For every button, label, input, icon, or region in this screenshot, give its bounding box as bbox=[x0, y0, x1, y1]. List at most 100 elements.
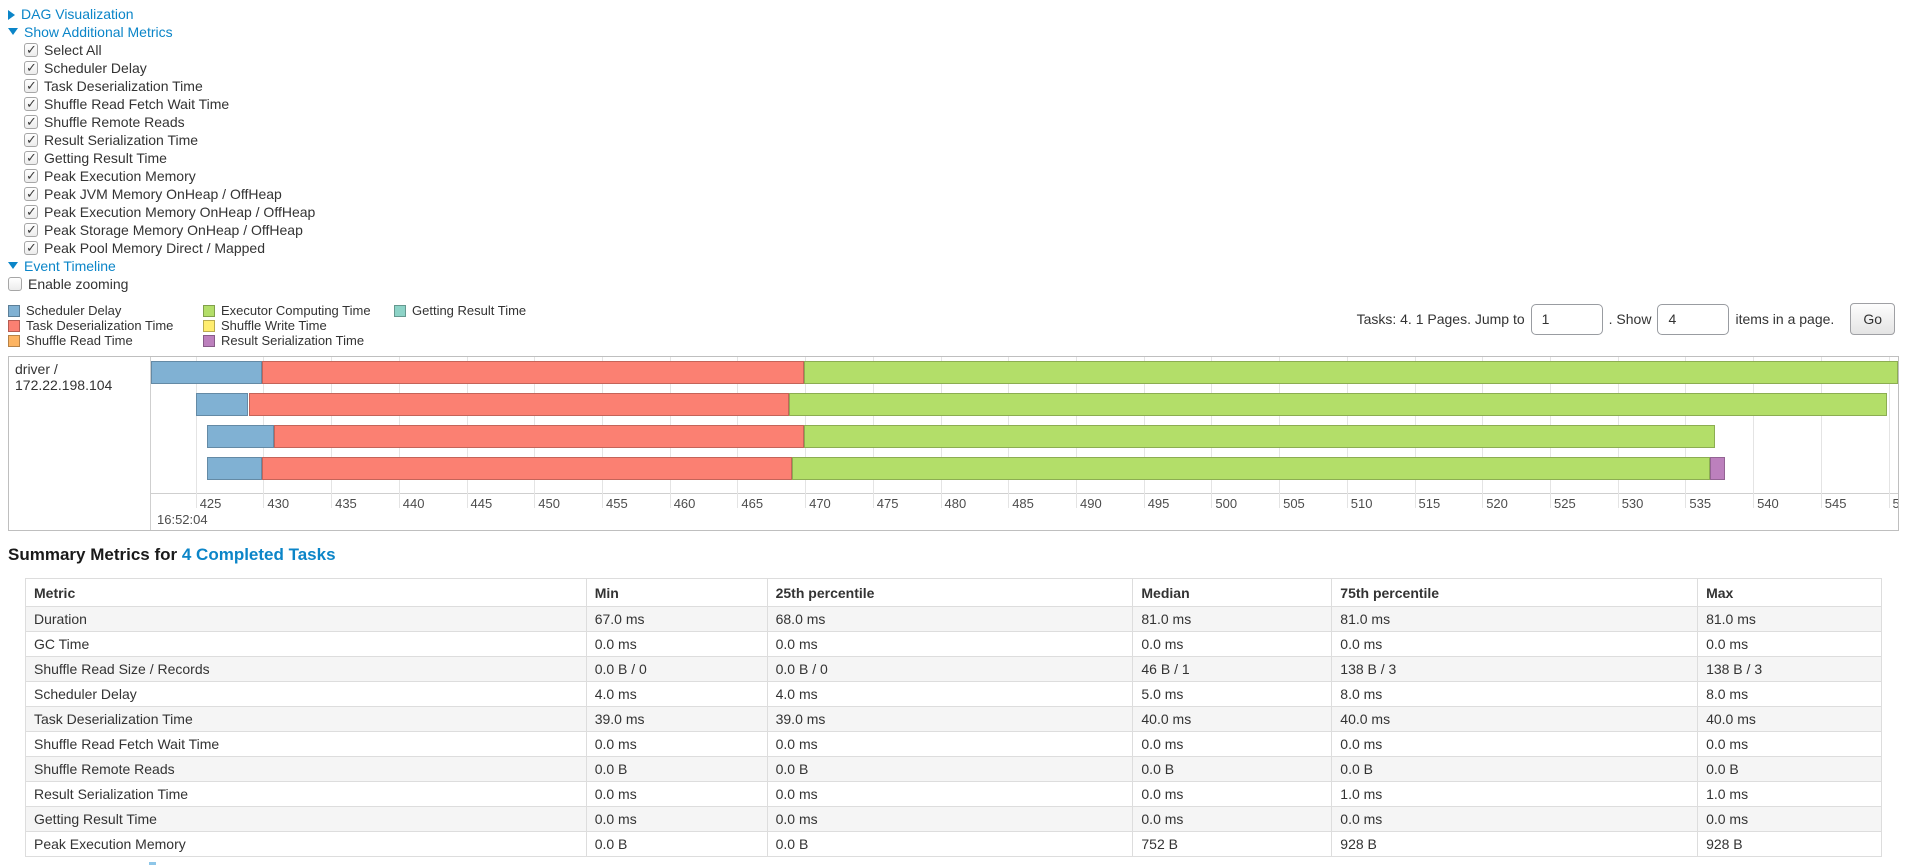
task-bar-segment-task-deserialization-time[interactable] bbox=[262, 361, 804, 384]
task-bar-segment-result-serialization-time[interactable] bbox=[1709, 457, 1725, 480]
metric-checkbox-row-peak-pool-memory-direct-mapped: Peak Pool Memory Direct / Mapped bbox=[24, 239, 1907, 257]
task-bar-segment-executor-computing-time[interactable] bbox=[788, 393, 1888, 416]
checkbox-label: Scheduler Delay bbox=[44, 60, 147, 76]
jump-to-page-input[interactable] bbox=[1530, 303, 1603, 335]
metric-value-cell: 4.0 ms bbox=[585, 681, 768, 707]
metric-name-cell: Shuffle Remote Reads bbox=[25, 756, 587, 782]
axis-tick-label: 450 bbox=[538, 496, 560, 511]
enable-zooming-label: Enable zooming bbox=[28, 276, 129, 292]
metric-value-cell: 39.0 ms bbox=[585, 706, 768, 732]
axis-tick-label: 545 bbox=[1824, 496, 1847, 511]
metric-value-cell: 138 B / 3 bbox=[1331, 656, 1699, 682]
task-bar-segment-executor-computing-time[interactable] bbox=[803, 361, 1898, 384]
event-timeline-link[interactable]: Event Timeline bbox=[24, 258, 116, 274]
metric-name-cell: Scheduler Delay bbox=[25, 681, 587, 707]
axis-tick-label: 435 bbox=[335, 496, 357, 511]
metric-value-cell: 0.0 ms bbox=[1697, 806, 1882, 832]
legend-column: Scheduler Delay Task Deserialization Time… bbox=[8, 303, 203, 348]
checkbox-getting-result-time[interactable] bbox=[24, 149, 38, 167]
metric-value-cell: 0.0 ms bbox=[1331, 731, 1699, 757]
checkbox-shuffle-remote-reads[interactable] bbox=[24, 113, 38, 131]
task-bar-segment-executor-computing-time[interactable] bbox=[803, 425, 1716, 448]
metric-value-cell: 0.0 B / 0 bbox=[766, 656, 1134, 682]
legend-bar: Scheduler Delay Task Deserialization Time… bbox=[0, 303, 1907, 351]
task-bar-segment-scheduler-delay[interactable] bbox=[151, 361, 262, 384]
metric-value-cell: 0.0 B bbox=[585, 756, 768, 782]
checkbox-peak-pool-memory-direct-mapped[interactable] bbox=[24, 239, 38, 257]
completed-tasks-link[interactable]: 4 Completed Tasks bbox=[181, 545, 336, 564]
task-bar-segment-task-deserialization-time[interactable] bbox=[262, 457, 792, 480]
metric-value-cell: 0.0 ms bbox=[766, 731, 1134, 757]
legend-label: Shuffle Write Time bbox=[221, 318, 327, 333]
metric-value-cell: 138 B / 3 bbox=[1697, 656, 1882, 682]
legend-swatch-icon bbox=[394, 305, 406, 317]
metric-value-cell: 0.0 B bbox=[1331, 756, 1699, 782]
summary-title-prefix: Summary Metrics for bbox=[8, 545, 178, 564]
task-bar-segment-scheduler-delay[interactable] bbox=[206, 457, 262, 480]
column-header-min: Min bbox=[585, 578, 768, 607]
metric-checkbox-row-peak-jvm-memory-onheap-offheap: Peak JVM Memory OnHeap / OffHeap bbox=[24, 185, 1907, 203]
checkbox-shuffle-read-fetch-wait-time[interactable] bbox=[24, 95, 38, 113]
metric-checkbox-row-peak-execution-memory-onheap-offheap: Peak Execution Memory OnHeap / OffHeap bbox=[24, 203, 1907, 221]
metric-value-cell: 0.0 B bbox=[766, 831, 1134, 857]
metric-value-cell: 928 B bbox=[1697, 831, 1882, 857]
time-axis-separator bbox=[151, 493, 1898, 494]
checkbox-select-all[interactable] bbox=[24, 41, 38, 59]
event-timeline-toggle[interactable]: Event Timeline bbox=[8, 257, 1907, 275]
metric-value-cell: 0.0 B bbox=[1697, 756, 1882, 782]
legend-item-executor-computing-time: Executor Computing Time bbox=[203, 303, 394, 318]
axis-tick-label: 500 bbox=[1215, 496, 1238, 511]
task-bar-segment-task-deserialization-time[interactable] bbox=[274, 425, 804, 448]
checkbox-peak-jvm-memory-onheap-offheap[interactable] bbox=[24, 185, 38, 203]
legend-item-result-serialization-time: Result Serialization Time bbox=[203, 333, 394, 348]
metric-value-cell: 40.0 ms bbox=[1132, 706, 1333, 732]
gridline bbox=[1753, 357, 1755, 508]
axis-tick-label: 520 bbox=[1486, 496, 1508, 511]
checkbox-peak-storage-memory-onheap-offheap[interactable] bbox=[24, 221, 38, 239]
metric-checkbox-row-select-all: Select All bbox=[24, 41, 1907, 59]
checkbox-label: Select All bbox=[44, 42, 102, 58]
checkbox-label: Shuffle Remote Reads bbox=[44, 114, 185, 130]
metric-value-cell: 39.0 ms bbox=[766, 706, 1134, 732]
checkbox-peak-execution-memory[interactable] bbox=[24, 167, 38, 185]
metric-value-cell: 928 B bbox=[1331, 831, 1699, 857]
legend-item-getting-result-time: Getting Result Time bbox=[394, 303, 526, 318]
axis-tick-label: 425 bbox=[199, 496, 222, 511]
legend-label: Result Serialization Time bbox=[221, 333, 365, 348]
checkbox-peak-execution-memory-onheap-offheap[interactable] bbox=[24, 203, 38, 221]
task-bar-segment-task-deserialization-time[interactable] bbox=[248, 393, 789, 416]
checkbox-result-serialization-time[interactable] bbox=[24, 131, 38, 149]
axis-tick-label: 445 bbox=[470, 496, 493, 511]
axis-tick-label: 490 bbox=[1080, 496, 1102, 511]
legend-item-task-deserialization-time: Task Deserialization Time bbox=[8, 318, 203, 333]
timeline-legend: Scheduler Delay Task Deserialization Time… bbox=[8, 303, 526, 348]
table-row-shuffle-read-fetch-wait-time: Shuffle Read Fetch Wait Time 0.0 ms 0.0 ms… bbox=[25, 731, 1882, 757]
metric-value-cell: 0.0 ms bbox=[1132, 806, 1333, 832]
checkbox-scheduler-delay[interactable] bbox=[24, 59, 38, 77]
show-additional-metrics-toggle[interactable]: Show Additional Metrics bbox=[8, 23, 1907, 41]
enable-zooming-checkbox[interactable] bbox=[8, 277, 22, 291]
checkbox-label: Peak Execution Memory OnHeap / OffHeap bbox=[44, 204, 316, 220]
metric-checkbox-row-getting-result-time: Getting Result Time bbox=[24, 149, 1907, 167]
metric-value-cell: 0.0 ms bbox=[1331, 631, 1699, 657]
executor-group-label: driver / 172.22.198.104 bbox=[9, 357, 151, 530]
checkbox-label: Peak JVM Memory OnHeap / OffHeap bbox=[44, 186, 282, 202]
legend-label: Shuffle Read Time bbox=[26, 333, 133, 348]
metric-value-cell: 8.0 ms bbox=[1331, 681, 1699, 707]
gridline bbox=[195, 357, 197, 508]
task-bar-segment-executor-computing-time[interactable] bbox=[791, 457, 1710, 480]
metric-value-cell: 40.0 ms bbox=[1331, 706, 1699, 732]
task-bar-segment-scheduler-delay[interactable] bbox=[195, 393, 249, 416]
axis-tick-label: 530 bbox=[1621, 496, 1644, 511]
table-row-shuffle-remote-reads: Shuffle Remote Reads 0.0 B 0.0 B 0.0 B 0.0 B… bbox=[25, 756, 1882, 782]
task-bar-segment-scheduler-delay[interactable] bbox=[206, 425, 275, 448]
axis-tick-label: 535 bbox=[1689, 496, 1712, 511]
go-button[interactable]: Go bbox=[1850, 303, 1895, 335]
dag-visualization-toggle[interactable]: DAG Visualization bbox=[8, 5, 1907, 23]
show-additional-metrics-link[interactable]: Show Additional Metrics bbox=[24, 24, 173, 40]
checkbox-task-deserialization-time[interactable] bbox=[24, 77, 38, 95]
dag-visualization-link[interactable]: DAG Visualization bbox=[21, 6, 134, 22]
items-per-page-input[interactable] bbox=[1657, 303, 1730, 335]
metric-value-cell: 0.0 B / 0 bbox=[585, 656, 768, 682]
axis-tick-label: 485 bbox=[1012, 496, 1034, 511]
